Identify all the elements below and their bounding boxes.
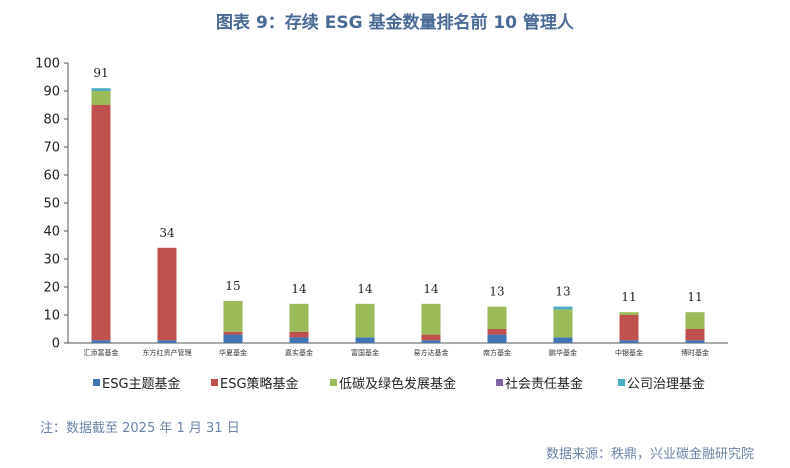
chart-bars bbox=[91, 88, 705, 343]
bar-segment-series-0 bbox=[487, 334, 507, 343]
chart-total-labels: 91 34 15 14 14 14 13 13 11 11 bbox=[93, 66, 702, 304]
bar-total-label: 91 bbox=[93, 66, 108, 80]
footnote: 注：数据截至 2025 年 1 月 31 日 bbox=[40, 421, 240, 436]
bar-total-label: 11 bbox=[621, 290, 636, 304]
chart-axes: 0 10 20 30 40 50 60 70 80 90 100 bbox=[35, 57, 728, 352]
category-label: 嘉实基金 bbox=[285, 348, 313, 357]
bar-segment-series-4 bbox=[553, 306, 573, 310]
bar-segment-series-0 bbox=[619, 340, 639, 343]
category-label: 富国基金 bbox=[351, 348, 379, 357]
legend-label: 公司治理基金 bbox=[627, 376, 705, 392]
category-label: 南方基金 bbox=[483, 348, 511, 357]
bar-segment-series-1 bbox=[685, 329, 705, 341]
legend-label: ESG主题基金 bbox=[102, 376, 181, 392]
bar-segment-series-0 bbox=[355, 337, 375, 343]
y-tick-label: 80 bbox=[43, 113, 60, 128]
y-tick-label: 0 bbox=[52, 337, 60, 352]
bar-segment-series-2 bbox=[223, 301, 243, 332]
category-label: 东方红资产管理 bbox=[143, 348, 192, 357]
bar-segment-series-1 bbox=[487, 329, 507, 335]
bar-segment-series-1 bbox=[157, 247, 177, 341]
category-label: 易方达基金 bbox=[414, 348, 449, 357]
category-label: 鹏华基金 bbox=[549, 348, 577, 357]
legend-label: 社会责任基金 bbox=[505, 376, 583, 392]
bar-segment-series-2 bbox=[685, 312, 705, 329]
bar-segment-series-1 bbox=[223, 331, 243, 335]
bar-segment-series-2 bbox=[619, 312, 639, 315]
bar-segment-series-0 bbox=[223, 334, 243, 343]
legend-swatch bbox=[211, 379, 218, 386]
bar-segment-series-1 bbox=[421, 334, 441, 341]
bar-segment-series-0 bbox=[157, 340, 177, 343]
y-tick-label: 40 bbox=[43, 225, 60, 240]
y-tick-label: 50 bbox=[43, 197, 60, 212]
y-tick-label: 10 bbox=[43, 309, 60, 324]
bar-segment-series-1 bbox=[91, 105, 111, 341]
legend-swatch bbox=[93, 379, 100, 386]
bar-total-label: 34 bbox=[159, 226, 175, 240]
y-tick-label: 90 bbox=[43, 85, 60, 100]
y-tick-label: 100 bbox=[35, 57, 60, 72]
legend-label: 低碳及绿色发展基金 bbox=[339, 376, 456, 392]
category-label: 汇添富基金 bbox=[84, 348, 119, 357]
bar-total-label: 13 bbox=[555, 285, 570, 299]
bar-total-label: 14 bbox=[357, 282, 373, 296]
bar-segment-series-4 bbox=[91, 88, 111, 91]
bar-segment-series-2 bbox=[421, 303, 441, 335]
bar-segment-series-2 bbox=[355, 303, 375, 338]
y-tick-label: 20 bbox=[43, 281, 60, 296]
bar-segment-series-0 bbox=[553, 337, 573, 343]
bar-total-label: 14 bbox=[423, 282, 439, 296]
data-source: 数据来源：秩鼎，兴业碳金融研究院 bbox=[545, 447, 754, 462]
y-tick-label: 30 bbox=[43, 253, 60, 268]
legend-swatch bbox=[330, 379, 337, 386]
y-tick-label: 60 bbox=[43, 169, 60, 184]
bar-segment-series-2 bbox=[289, 303, 309, 332]
bar-total-label: 14 bbox=[291, 282, 307, 296]
bar-segment-series-2 bbox=[487, 306, 507, 329]
chart-legend: ESG主题基金 ESG策略基金 低碳及绿色发展基金 社会责任基金 公司治理基金 bbox=[93, 376, 705, 392]
bar-segment-series-1 bbox=[619, 315, 639, 341]
legend-swatch bbox=[618, 379, 625, 386]
chart-title: 图表 9：存续 ESG 基金数量排名前 10 管理人 bbox=[216, 13, 574, 33]
bar-segment-series-0 bbox=[421, 340, 441, 343]
bar-total-label: 11 bbox=[687, 290, 702, 304]
bar-segment-series-0 bbox=[685, 340, 705, 343]
legend-label: ESG策略基金 bbox=[220, 376, 299, 392]
chart-category-labels: 汇添富基金 东方红资产管理 华夏基金 嘉实基金 富国基金 易方达基金 南方基金 鹏华基金 中银基… bbox=[84, 348, 710, 357]
legend-swatch bbox=[496, 379, 503, 386]
category-label: 华夏基金 bbox=[219, 348, 247, 357]
y-tick-label: 70 bbox=[43, 141, 60, 156]
bar-segment-series-2 bbox=[553, 309, 573, 338]
bar-segment-series-1 bbox=[289, 331, 309, 338]
bar-segment-series-0 bbox=[91, 340, 111, 343]
category-label: 博时基金 bbox=[681, 348, 709, 357]
bar-total-label: 13 bbox=[489, 285, 504, 299]
bar-segment-series-2 bbox=[91, 91, 111, 105]
bar-segment-series-0 bbox=[289, 337, 309, 343]
bar-total-label: 15 bbox=[225, 279, 240, 293]
category-label: 中银基金 bbox=[615, 348, 643, 357]
